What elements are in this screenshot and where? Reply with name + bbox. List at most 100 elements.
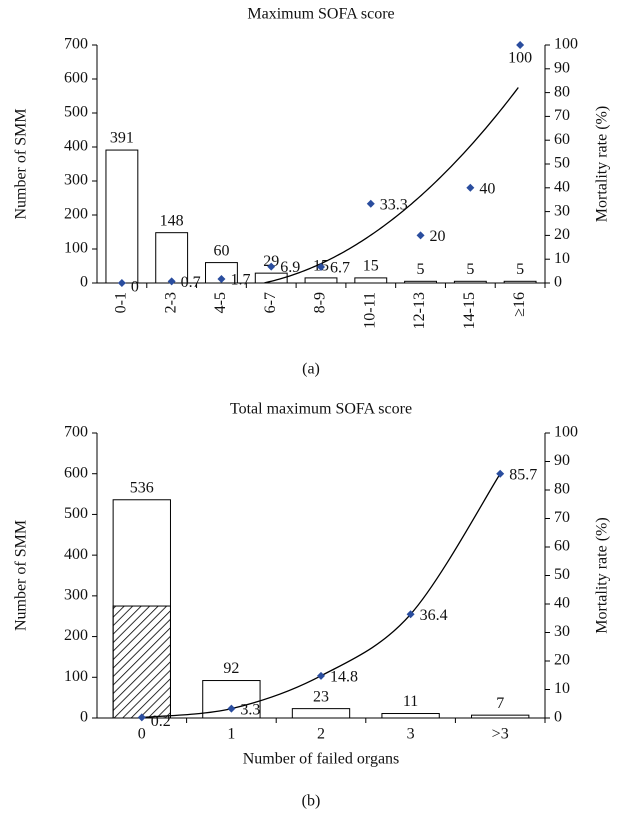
bar-value-label: 148 (160, 212, 184, 229)
bar-value-label: 11 (403, 693, 418, 710)
chart-title: Total maximum SOFA score (230, 401, 412, 418)
bar (155, 232, 189, 284)
y-tick-label: 300 (64, 172, 88, 189)
y-tick-label: 700 (64, 36, 88, 53)
mortality-point (416, 231, 425, 240)
x-tick-label: >3 (492, 726, 509, 743)
y2-tick-label: 70 (554, 509, 570, 526)
y2-tick-label: 90 (554, 59, 570, 76)
mortality-label: 0.2 (151, 713, 171, 730)
y2-tick-label: 30 (554, 202, 570, 219)
mortality-label: 0.7 (181, 274, 201, 291)
y-tick-label: 600 (64, 464, 88, 481)
mortality-point (317, 671, 325, 680)
bar-value-label: 5 (516, 261, 524, 278)
bar (354, 277, 388, 284)
bar (304, 277, 338, 284)
mortality-label: 36.4 (420, 607, 448, 624)
mortality-label: 100 (508, 50, 532, 67)
y2-tick-label: 50 (554, 155, 570, 172)
bar (105, 149, 139, 284)
x-tick-label: 10-11 (361, 292, 378, 329)
x-tick-label: 2-3 (162, 292, 179, 313)
panel-label: (a) (302, 361, 320, 378)
bar (205, 262, 238, 284)
y-axis-label: Number of SMM (13, 108, 30, 219)
bar-value-label: 7 (496, 695, 504, 712)
y2-tick-label: 80 (554, 481, 570, 498)
mortality-label: 33.3 (380, 196, 408, 213)
bar-value-label: 29 (263, 253, 279, 270)
y-tick-label: 700 (64, 424, 88, 441)
y-tick-label: 600 (64, 70, 88, 87)
x-tick-label: 0-1 (113, 292, 130, 313)
mortality-label: 85.7 (509, 466, 537, 483)
mortality-label: 6.7 (330, 260, 350, 277)
mortality-label: 1.7 (230, 272, 250, 289)
y-tick-label: 400 (64, 138, 88, 155)
bar (503, 280, 537, 284)
bar-value-label: 5 (417, 261, 425, 278)
y2-tick-label: 100 (554, 424, 578, 441)
y2-tick-label: 60 (554, 538, 570, 555)
x-tick-label: 4-5 (212, 292, 229, 313)
y-tick-label: 100 (64, 240, 88, 257)
y2-tick-label: 100 (554, 36, 578, 53)
x-tick-label: 14-15 (461, 292, 478, 329)
y2-tick-label: 50 (554, 566, 570, 583)
chart-title: Maximum SOFA score (247, 6, 394, 23)
y2-tick-label: 80 (554, 83, 570, 100)
y2-tick-label: 0 (554, 709, 562, 726)
y2-axis-label: Mortality rate (%) (594, 106, 611, 222)
y2-tick-label: 20 (554, 226, 570, 243)
mortality-point (516, 41, 525, 49)
y-tick-label: 400 (64, 546, 88, 563)
x-tick-label: 2 (317, 726, 325, 743)
bar-hatched (112, 605, 171, 719)
bar (471, 714, 530, 719)
bar-value-label: 5 (466, 261, 474, 278)
y2-axis-label: Mortality rate (%) (594, 517, 611, 633)
y2-tick-label: 40 (554, 178, 570, 195)
mortality-label: 14.8 (330, 668, 358, 685)
bar-value-label: 60 (213, 242, 229, 259)
y2-tick-label: 90 (554, 452, 570, 469)
y-tick-label: 500 (64, 505, 88, 522)
bar-value-label: 391 (110, 130, 134, 147)
mortality-label: 3.3 (240, 701, 260, 718)
y-tick-label: 500 (64, 104, 88, 121)
x-tick-label: 12-13 (411, 292, 428, 329)
mortality-point (406, 610, 415, 619)
y-tick-label: 200 (64, 206, 88, 223)
bar (291, 708, 351, 719)
bar-value-label: 536 (130, 479, 154, 496)
panel-label: (b) (302, 793, 321, 810)
x-tick-label: 3 (407, 726, 415, 743)
y-tick-label: 0 (80, 709, 88, 726)
mortality-point (117, 279, 126, 287)
x-tick-label: 8-9 (312, 292, 329, 313)
mortality-point (496, 469, 505, 478)
mortality-point (267, 262, 276, 271)
y-tick-label: 0 (80, 274, 88, 291)
trend-line (264, 87, 519, 284)
mortality-line (141, 473, 501, 719)
y2-tick-label: 70 (554, 107, 570, 124)
bar-value-label: 15 (363, 258, 379, 275)
x-tick-label: 1 (227, 726, 235, 743)
mortality-point (227, 704, 236, 713)
mortality-point (317, 263, 325, 272)
mortality-point (466, 183, 475, 192)
y-tick-label: 300 (64, 587, 88, 604)
bar (404, 280, 437, 284)
mortality-point (217, 274, 226, 283)
mortality-point (137, 713, 146, 722)
bar-value-label: 23 (313, 688, 329, 705)
mortality-label: 40 (479, 180, 495, 197)
y-axis-label: Number of SMM (13, 520, 30, 631)
y2-tick-label: 10 (554, 680, 570, 697)
y2-tick-label: 20 (554, 652, 570, 669)
y2-tick-label: 30 (554, 623, 570, 640)
mortality-point (366, 199, 375, 208)
